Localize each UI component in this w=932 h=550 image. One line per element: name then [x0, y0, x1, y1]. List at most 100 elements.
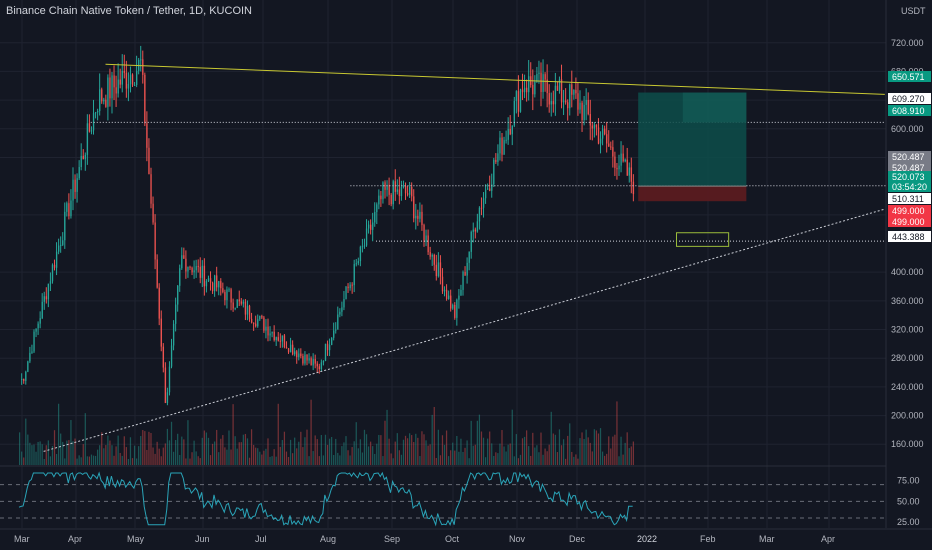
candle-body — [386, 184, 388, 190]
volume-bar — [536, 445, 538, 465]
volume-bar — [66, 440, 68, 465]
volume-bar — [556, 452, 559, 465]
candle-body — [443, 289, 446, 292]
volume-bar — [448, 456, 450, 465]
candle-body — [435, 264, 438, 277]
x-tick-label: Sep — [384, 534, 400, 544]
volume-bar — [503, 446, 505, 465]
volume-bar — [257, 448, 259, 465]
volume-bar — [538, 452, 540, 465]
volume-bar — [573, 456, 575, 465]
volume-bar — [345, 436, 347, 465]
candle-body — [263, 317, 265, 331]
volume-bar — [314, 435, 316, 465]
volume-bar — [72, 441, 74, 465]
candle-body — [560, 79, 563, 103]
candle-body — [433, 254, 435, 265]
volume-bar — [482, 437, 485, 465]
volume-bar — [58, 403, 60, 465]
volume-bar — [608, 436, 610, 465]
volume-bar — [127, 458, 130, 465]
candle-body — [515, 91, 518, 101]
volume-bar — [472, 445, 474, 465]
candle-body — [378, 195, 380, 205]
candle-body — [199, 266, 201, 278]
candle-body — [224, 292, 226, 301]
price-tag-label: 03:54:20 — [892, 182, 927, 192]
candle-body — [203, 265, 206, 287]
volume-bar — [558, 429, 561, 465]
candle-body — [72, 179, 74, 201]
candle-body — [534, 81, 536, 95]
volume-bar — [409, 433, 411, 465]
volume-bar — [579, 438, 581, 465]
candle-body — [129, 74, 132, 84]
candle-body — [99, 89, 101, 112]
volume-bar — [480, 431, 483, 465]
candle-body — [136, 70, 138, 85]
candle-body — [505, 139, 507, 141]
volume-bar — [97, 449, 99, 465]
volume-bar — [464, 447, 466, 465]
candle-body — [168, 366, 171, 393]
volume-bar — [265, 448, 267, 465]
candle-body — [105, 99, 107, 107]
candle-body — [41, 301, 43, 319]
candle-body — [60, 244, 62, 246]
candle-body — [544, 74, 546, 80]
candle-body — [166, 392, 169, 403]
volume-bar — [569, 423, 571, 465]
price-tag-label: 510.311 — [892, 194, 924, 204]
volume-bar — [181, 436, 183, 465]
candle-body — [450, 295, 452, 309]
volume-bar — [501, 430, 503, 465]
candle-body — [238, 299, 240, 302]
candle-body — [628, 167, 630, 176]
volume-bar — [49, 456, 52, 465]
volume-bar — [595, 430, 598, 465]
volume-bar — [211, 443, 214, 465]
candle-body — [70, 200, 72, 217]
volume-bar — [378, 434, 380, 465]
volume-bar — [45, 445, 47, 465]
volume-bar — [53, 430, 56, 465]
volume-bar — [187, 420, 189, 465]
volume-bar — [27, 434, 29, 465]
volume-bar — [550, 411, 552, 465]
candle-body — [88, 123, 91, 132]
volume-bar — [306, 429, 308, 465]
volume-bar — [341, 446, 343, 465]
candle-body — [131, 74, 134, 86]
candle-body — [353, 264, 355, 286]
volume-bar — [267, 438, 269, 465]
price-tag-label: 499.000 — [892, 206, 925, 216]
volume-bar — [238, 442, 240, 465]
candle-body — [548, 93, 550, 105]
price-axis: USDT720.000680.000640.000600.000560.0004… — [885, 0, 931, 528]
y-tick-label: 320.000 — [891, 325, 924, 335]
volume-bar — [304, 437, 306, 465]
volume-bar — [474, 444, 476, 465]
candles — [21, 45, 635, 406]
volume-bar — [64, 458, 66, 465]
candle-body — [156, 259, 158, 288]
candle-body — [257, 319, 259, 327]
volume-bar — [29, 442, 31, 465]
candle-body — [367, 224, 370, 229]
volume-bar — [294, 437, 296, 465]
candle-body — [406, 193, 409, 195]
volume-bar — [612, 436, 614, 465]
price-tag-label: 520.487 — [892, 152, 925, 162]
volume-bar — [509, 443, 511, 465]
candle-body — [33, 331, 35, 352]
x-tick-label: Mar — [759, 534, 775, 544]
candle-body — [484, 189, 487, 199]
volume-bar — [445, 430, 448, 465]
volume-bar — [597, 433, 600, 465]
x-tick-label: Apr — [821, 534, 835, 544]
volume-bar — [195, 451, 197, 465]
volume-bar — [554, 434, 556, 465]
candle-body — [228, 289, 230, 291]
volume-bar — [248, 457, 251, 465]
